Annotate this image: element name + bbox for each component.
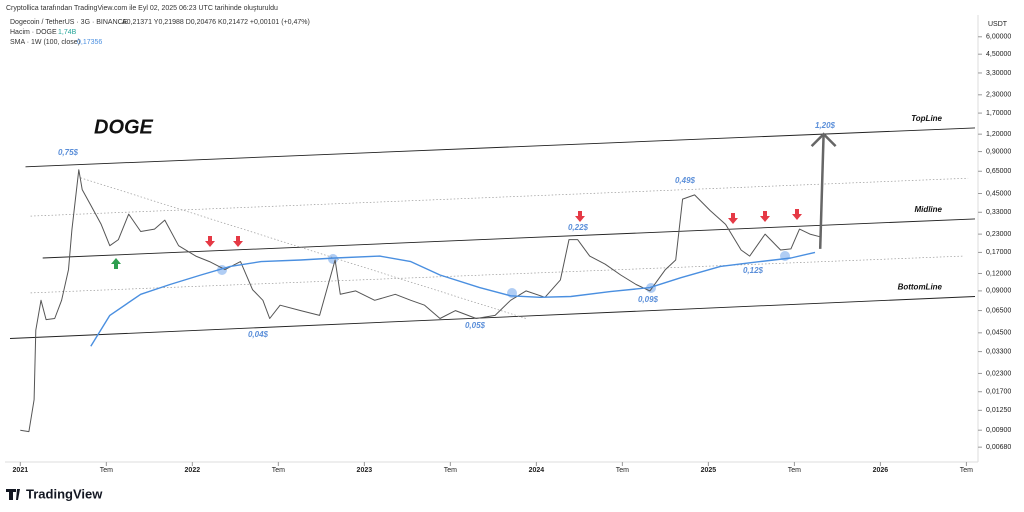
target-arrow-head: [810, 132, 837, 148]
y-tick-label: 3,30000: [986, 70, 1011, 77]
y-tick-label: 1,20000: [986, 131, 1011, 138]
y-tick-label: 0,00680: [986, 444, 1011, 451]
y-tick-label: 0,06500: [986, 307, 1011, 314]
y-tick-label: 0,01250: [986, 407, 1011, 414]
y-tick-label: 0,04500: [986, 330, 1011, 337]
y-tick-label: 0,12000: [986, 270, 1011, 277]
caption: Cryptollica tarafından TradingView.com i…: [6, 5, 278, 12]
x-tick-label: 2023: [357, 467, 373, 474]
sell-arrows: [205, 209, 802, 247]
channel-line: [30, 177, 969, 217]
y-tick-label: 0,09000: [986, 288, 1011, 295]
chart-title: DOGE: [94, 116, 154, 138]
channel-label: Midline: [914, 205, 942, 214]
sma-label: SMA · 1W (100, close): [10, 39, 80, 46]
x-tick-label: 2025: [701, 467, 717, 474]
ohlc: A0,21371 Y0,21988 D0,20476 K0,21472 +0,0…: [122, 19, 310, 26]
y-tick-label: 0,17000: [986, 249, 1011, 256]
channel-line: [30, 255, 964, 294]
x-tick-label: 2026: [873, 467, 889, 474]
y-tick-label: 0,33000: [986, 209, 1011, 216]
x-tick-label: Tem: [788, 467, 801, 474]
y-tick-label: 4,50000: [986, 51, 1011, 58]
x-tick-label: Tem: [272, 467, 285, 474]
y-tick-label: 1,70000: [986, 110, 1011, 117]
y-tick-label: 0,45000: [986, 190, 1011, 197]
y-tick-label: 0,65000: [986, 168, 1011, 175]
currency: USDT: [988, 21, 1008, 28]
y-tick-label: 0,01700: [986, 389, 1011, 396]
channel-line: [9, 296, 976, 339]
series-line: [90, 251, 816, 347]
y-tick-label: 0,02300: [986, 370, 1011, 377]
y-tick-label: 0,90000: [986, 148, 1011, 155]
channel-line: [80, 177, 527, 319]
x-tick-label: 2021: [13, 467, 29, 474]
channel-label: TopLine: [911, 114, 942, 123]
channel-line: [25, 127, 976, 168]
price-label: 0,49$: [675, 176, 696, 185]
x-tick-label: Tem: [960, 467, 973, 474]
price-label: 0,75$: [58, 148, 79, 157]
target-arrow: [818, 134, 825, 249]
brand-logo: [6, 489, 20, 500]
sma-value: 0,17356: [77, 39, 102, 46]
channel-label: BottomLine: [898, 283, 943, 292]
y-tick-label: 0,00900: [986, 427, 1011, 434]
y-tick-label: 6,00000: [986, 34, 1011, 41]
price-label: 0,09$: [638, 295, 659, 304]
price-label: 0,04$: [248, 330, 269, 339]
y-tick-label: 2,30000: [986, 92, 1011, 99]
volume-value: 1,74B: [58, 29, 77, 36]
y-tick-label: 0,03300: [986, 348, 1011, 355]
x-tick-label: Tem: [616, 467, 629, 474]
x-tick-label: Tem: [100, 467, 113, 474]
price-label: 0,12$: [743, 266, 764, 275]
symbol: Dogecoin / TetherUS · 3G · BINANCE: [10, 19, 128, 26]
y-tick-label: 0,23000: [986, 231, 1011, 238]
price-label: 0,22$: [568, 223, 589, 232]
volume-label: Hacim · DOGE: [10, 29, 57, 36]
brand: TradingView: [26, 486, 103, 501]
series-line: [20, 169, 821, 433]
price-label: 1,20$: [815, 121, 836, 130]
x-tick-label: 2024: [529, 467, 545, 474]
x-tick-label: Tem: [444, 467, 457, 474]
channel-line: [42, 218, 976, 259]
price-label: 0,05$: [465, 321, 486, 330]
x-tick-label: 2022: [185, 467, 201, 474]
buy-arrow: [111, 258, 121, 269]
